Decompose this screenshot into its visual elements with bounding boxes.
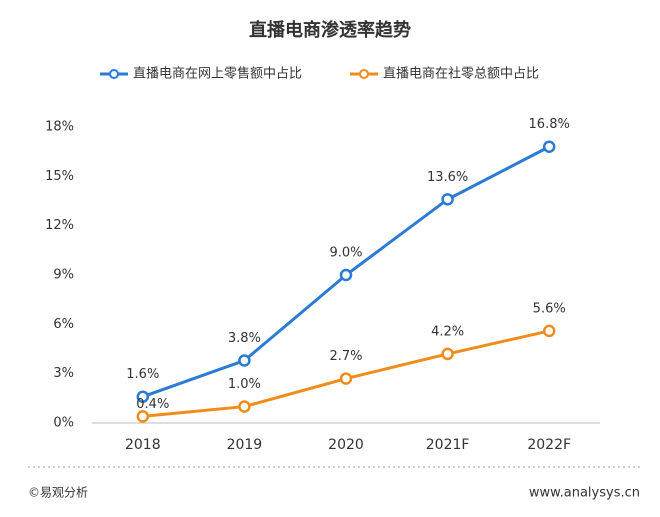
y-tick-label: 15%	[45, 169, 74, 184]
x-tick-label: 2018	[125, 437, 161, 453]
data-label: 16.8%	[529, 117, 570, 132]
legend-label: 直播电商在网上零售额中占比	[133, 66, 302, 82]
chart-title: 直播电商渗透率趋势	[249, 19, 411, 41]
x-tick-label: 2022F	[527, 437, 571, 453]
data-label: 13.6%	[427, 170, 468, 185]
data-label: 9.0%	[329, 246, 362, 261]
legend-marker	[109, 69, 119, 79]
y-tick-label: 3%	[53, 366, 74, 381]
data-point	[441, 347, 454, 361]
y-tick-label: 6%	[53, 317, 74, 332]
footer-right: www.analysys.cn	[529, 486, 640, 501]
y-tick-label: 9%	[53, 268, 74, 283]
data-point	[238, 400, 251, 413]
x-tick-label: 2019	[227, 437, 263, 453]
data-label: 3.8%	[228, 331, 261, 346]
x-tick-label: 2020	[328, 437, 364, 453]
data-point	[441, 193, 454, 206]
data-point	[136, 390, 150, 403]
data-point	[238, 354, 251, 367]
footer-left: ©易观分析	[28, 486, 88, 500]
legend-marker	[359, 69, 369, 79]
data-label: 2.7%	[329, 349, 362, 364]
data-label: 5.6%	[533, 301, 566, 316]
legend-label: 直播电商在社零总额中占比	[383, 66, 539, 82]
data-point	[542, 324, 556, 338]
data-label: 0.4%	[136, 397, 169, 412]
y-tick-label: 12%	[45, 218, 74, 233]
data-point	[542, 140, 556, 153]
y-tick-label: 0%	[53, 416, 74, 431]
y-tick-label: 18%	[45, 120, 74, 135]
data-label: 1.6%	[126, 367, 159, 382]
data-point	[136, 410, 150, 423]
data-label: 1.0%	[228, 377, 261, 392]
data-point	[339, 372, 353, 385]
x-tick-label: 2021F	[426, 437, 470, 453]
data-label: 4.2%	[431, 324, 464, 339]
data-point	[339, 268, 353, 282]
